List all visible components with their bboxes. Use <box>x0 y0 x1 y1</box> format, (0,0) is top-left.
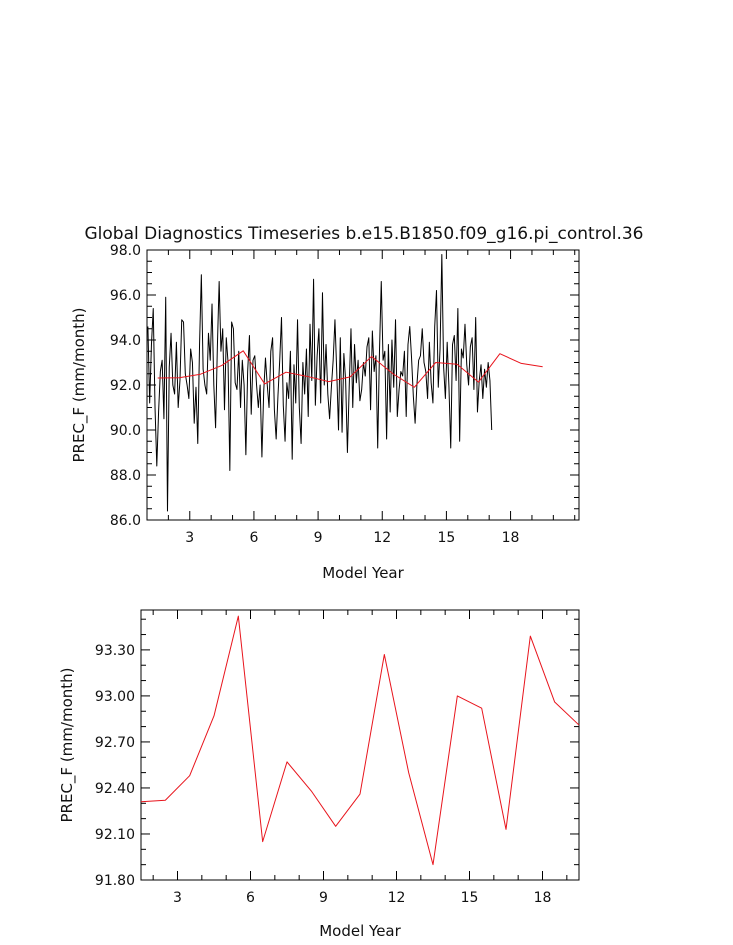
top-y-tick-label: 86.0 <box>110 513 141 529</box>
top-x-axis-label: Model Year <box>322 564 404 582</box>
bottom-x-tick-label: 3 <box>173 890 182 906</box>
top-x-tick-label: 6 <box>249 530 258 546</box>
top-y-tick-label: 92.0 <box>110 378 141 394</box>
bottom-x-axis-label: Model Year <box>319 922 401 940</box>
bottom-series <box>140 615 580 866</box>
top-tick-labels: 3 6 9 12 15 18 86.0 88.0 90.0 92.0 94.0 96.0 98.0 <box>110 243 520 546</box>
top-plot-frame <box>146 249 580 521</box>
bottom-y-tick-label: 92.10 <box>95 827 135 843</box>
bottom-y-tick-label: 93.30 <box>95 643 135 659</box>
top-x-tick-label: 3 <box>185 530 194 546</box>
top-series-annual-mean-line <box>157 350 543 388</box>
top-y-tick-label: 98.0 <box>110 243 141 259</box>
bottom-y-tick-label: 91.80 <box>95 873 135 889</box>
top-series <box>147 254 543 512</box>
top-x-tick-label: 12 <box>373 530 391 546</box>
top-x-tick-label: 9 <box>314 530 323 546</box>
bottom-x-tick-label: 15 <box>461 890 479 906</box>
bottom-y-tick-label: 92.40 <box>95 781 135 797</box>
top-y-tick-label: 94.0 <box>110 333 141 349</box>
bottom-y-tick-label: 92.70 <box>95 735 135 751</box>
top-series-monthly-line <box>147 254 493 512</box>
bottom-series-annual-mean-line <box>140 615 580 866</box>
bottom-x-tick-label: 6 <box>246 890 255 906</box>
top-y-tick-label: 96.0 <box>110 288 141 304</box>
bottom-plot-frame <box>140 609 580 881</box>
top-x-tick-label: 18 <box>502 530 520 546</box>
bottom-x-tick-label: 12 <box>388 890 406 906</box>
bottom-x-tick-label: 9 <box>319 890 328 906</box>
top-axis-ticks <box>146 249 579 521</box>
top-x-tick-label: 15 <box>437 530 455 546</box>
bottom-y-axis-label: PREC_F (mm/month) <box>58 668 77 823</box>
top-y-tick-label: 88.0 <box>110 468 141 484</box>
bottom-x-tick-label: 18 <box>534 890 552 906</box>
bottom-axis-ticks <box>141 610 579 881</box>
top-panel: 3 6 9 12 15 18 86.0 88.0 90.0 92.0 94.0 96.0 98.0 Mo… <box>70 243 580 582</box>
bottom-tick-labels: 3 6 9 12 15 18 91.80 92.10 92.40 92.70 93.00 93.30 <box>95 643 552 906</box>
bottom-panel: 3 6 9 12 15 1891.8092.1092.4092.7093.0093.30 … <box>58 609 580 940</box>
figure-title: Global Diagnostics Timeseries b.e15.B185… <box>85 224 644 244</box>
top-y-tick-label: 90.0 <box>110 423 141 439</box>
bottom-y-tick-label: 93.00 <box>95 689 135 705</box>
top-y-axis-label: PREC_F (mm/month) <box>70 308 89 463</box>
